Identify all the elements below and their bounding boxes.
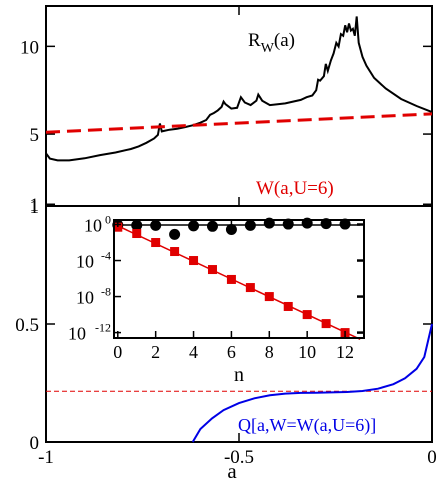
w-dashed-line: [45, 112, 433, 134]
inset-circle-point: [282, 218, 294, 230]
bottom-xtick-label: -1: [38, 447, 54, 468]
inset-xtick-label: 0: [113, 342, 122, 362]
bottom-ytick-label: 0: [30, 433, 40, 454]
inset-square-point: [302, 310, 312, 320]
x-axis-label: a: [227, 459, 237, 481]
inset-circle-point: [244, 219, 256, 231]
inset-square-point: [321, 319, 331, 329]
inset-square-point: [113, 222, 123, 232]
bottom-ytick-label: 1: [30, 197, 40, 218]
q-curve: [191, 323, 433, 443]
inset-ytick-label: 10: [76, 252, 94, 272]
inset-ytick-label: 10: [76, 288, 94, 308]
inset-ytick-exponent: -4: [101, 249, 111, 263]
bottom-xtick-label: 0: [427, 447, 437, 468]
top-ytick-label: 1: [30, 195, 40, 216]
q-annotation: Q[a,W=W(a,U=6)]: [238, 415, 376, 436]
inset-ytick-label: 10: [84, 216, 102, 236]
w-annotation: W(a,U=6): [256, 178, 334, 199]
top-panel-frame: [45, 5, 433, 207]
inset-xtick-label: 8: [265, 342, 274, 362]
rw-annotation-main: R: [248, 30, 261, 51]
inset-xtick-label: 2: [151, 342, 160, 362]
rw-annotation-sub: W: [261, 41, 275, 56]
top-ytick-label: 10: [20, 37, 39, 58]
bottom-panel-ticks: 0 0.5 1 -1 -0.5 0: [15, 197, 437, 468]
inset-xtick-label: 10: [298, 342, 316, 362]
inset-ytick-exponent: -12: [95, 321, 111, 335]
inset-square-point: [189, 256, 199, 266]
rw-annotation: RW(a): [248, 30, 295, 56]
bottom-ytick-label: 0.5: [15, 315, 39, 336]
top-ytick-label: 5: [30, 125, 40, 146]
inset-circle-point: [206, 220, 218, 232]
inset-xtick-label: 6: [227, 342, 236, 362]
rw-annotation-tail: (a): [274, 30, 295, 51]
inset-square-point: [170, 247, 180, 257]
inset-square-point: [132, 229, 142, 239]
inset-frame: [113, 219, 365, 339]
inset-xtick-label: 12: [336, 342, 354, 362]
inset-square-point: [151, 238, 161, 248]
inset-square-point: [245, 283, 255, 293]
bottom-panel: 0 0.5 1 -1 -0.5 0 Q[a,W=W(a,U=6)] a: [15, 197, 437, 481]
inset-ytick-exponent: 0: [105, 213, 111, 227]
inset-square-point: [226, 274, 236, 284]
inset-circle-point: [169, 228, 181, 240]
inset-ytick-label: 10: [68, 324, 86, 344]
inset-circle-point: [131, 219, 143, 231]
inset-circle-point: [225, 223, 237, 235]
rw-curve: [45, 16, 433, 162]
inset-square-point: [207, 265, 217, 275]
bottom-xtick-label: -0.5: [224, 447, 254, 468]
inset-square-point: [283, 301, 293, 311]
inset-x-axis-label: n: [234, 364, 244, 386]
inset-xtick-label: 4: [189, 342, 198, 362]
inset-square-point: [264, 292, 274, 302]
inset-ytick-exponent: -8: [101, 285, 111, 299]
